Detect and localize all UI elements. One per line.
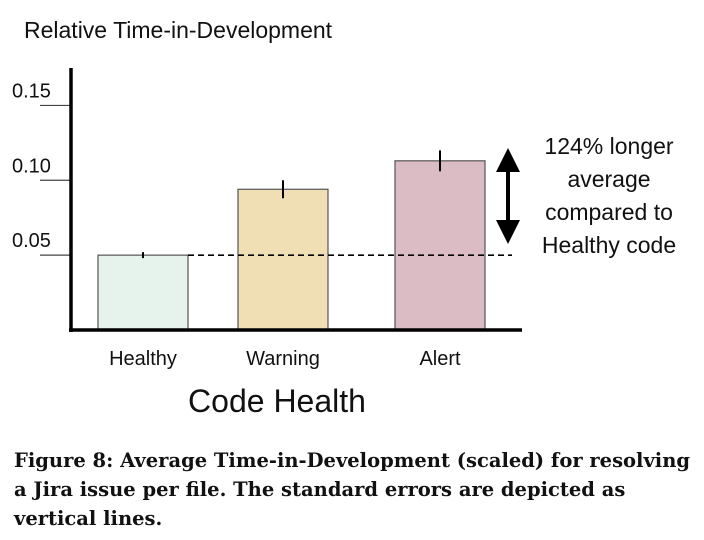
y-tick-label: 0.10 (12, 155, 51, 177)
annotation-line: Healthy code (542, 232, 676, 258)
error-bars-group (142, 150, 441, 259)
bars-group (97, 160, 486, 331)
annotation-text: 124% longer average compared to Healthy … (542, 133, 676, 258)
figure-caption: Figure 8: Average Time-in-Development (s… (14, 449, 691, 530)
bar-chart: Relative Time-in-Development 0.05 0.10 0.1… (12, 17, 676, 419)
y-tick-label: 0.05 (12, 230, 51, 252)
annotation-line: 124% longer (544, 133, 673, 159)
x-tick-label: Warning (246, 348, 320, 370)
y-tick-label: 0.15 (12, 80, 51, 102)
annotation-line: compared to (545, 199, 673, 225)
bar-healthy (97, 254, 189, 331)
y-axis-ticks: 0.05 0.10 0.15 (12, 80, 71, 256)
annotation-line: average (567, 166, 650, 192)
bar-warning (237, 188, 329, 331)
x-tick-label: Healthy (109, 348, 177, 370)
x-axis-title: Code Health (188, 383, 366, 419)
bar-alert (394, 160, 486, 331)
x-axis-tick-labels: Healthy Warning Alert (109, 348, 461, 370)
chart-title: Relative Time-in-Development (24, 17, 333, 43)
x-tick-label: Alert (419, 348, 461, 370)
